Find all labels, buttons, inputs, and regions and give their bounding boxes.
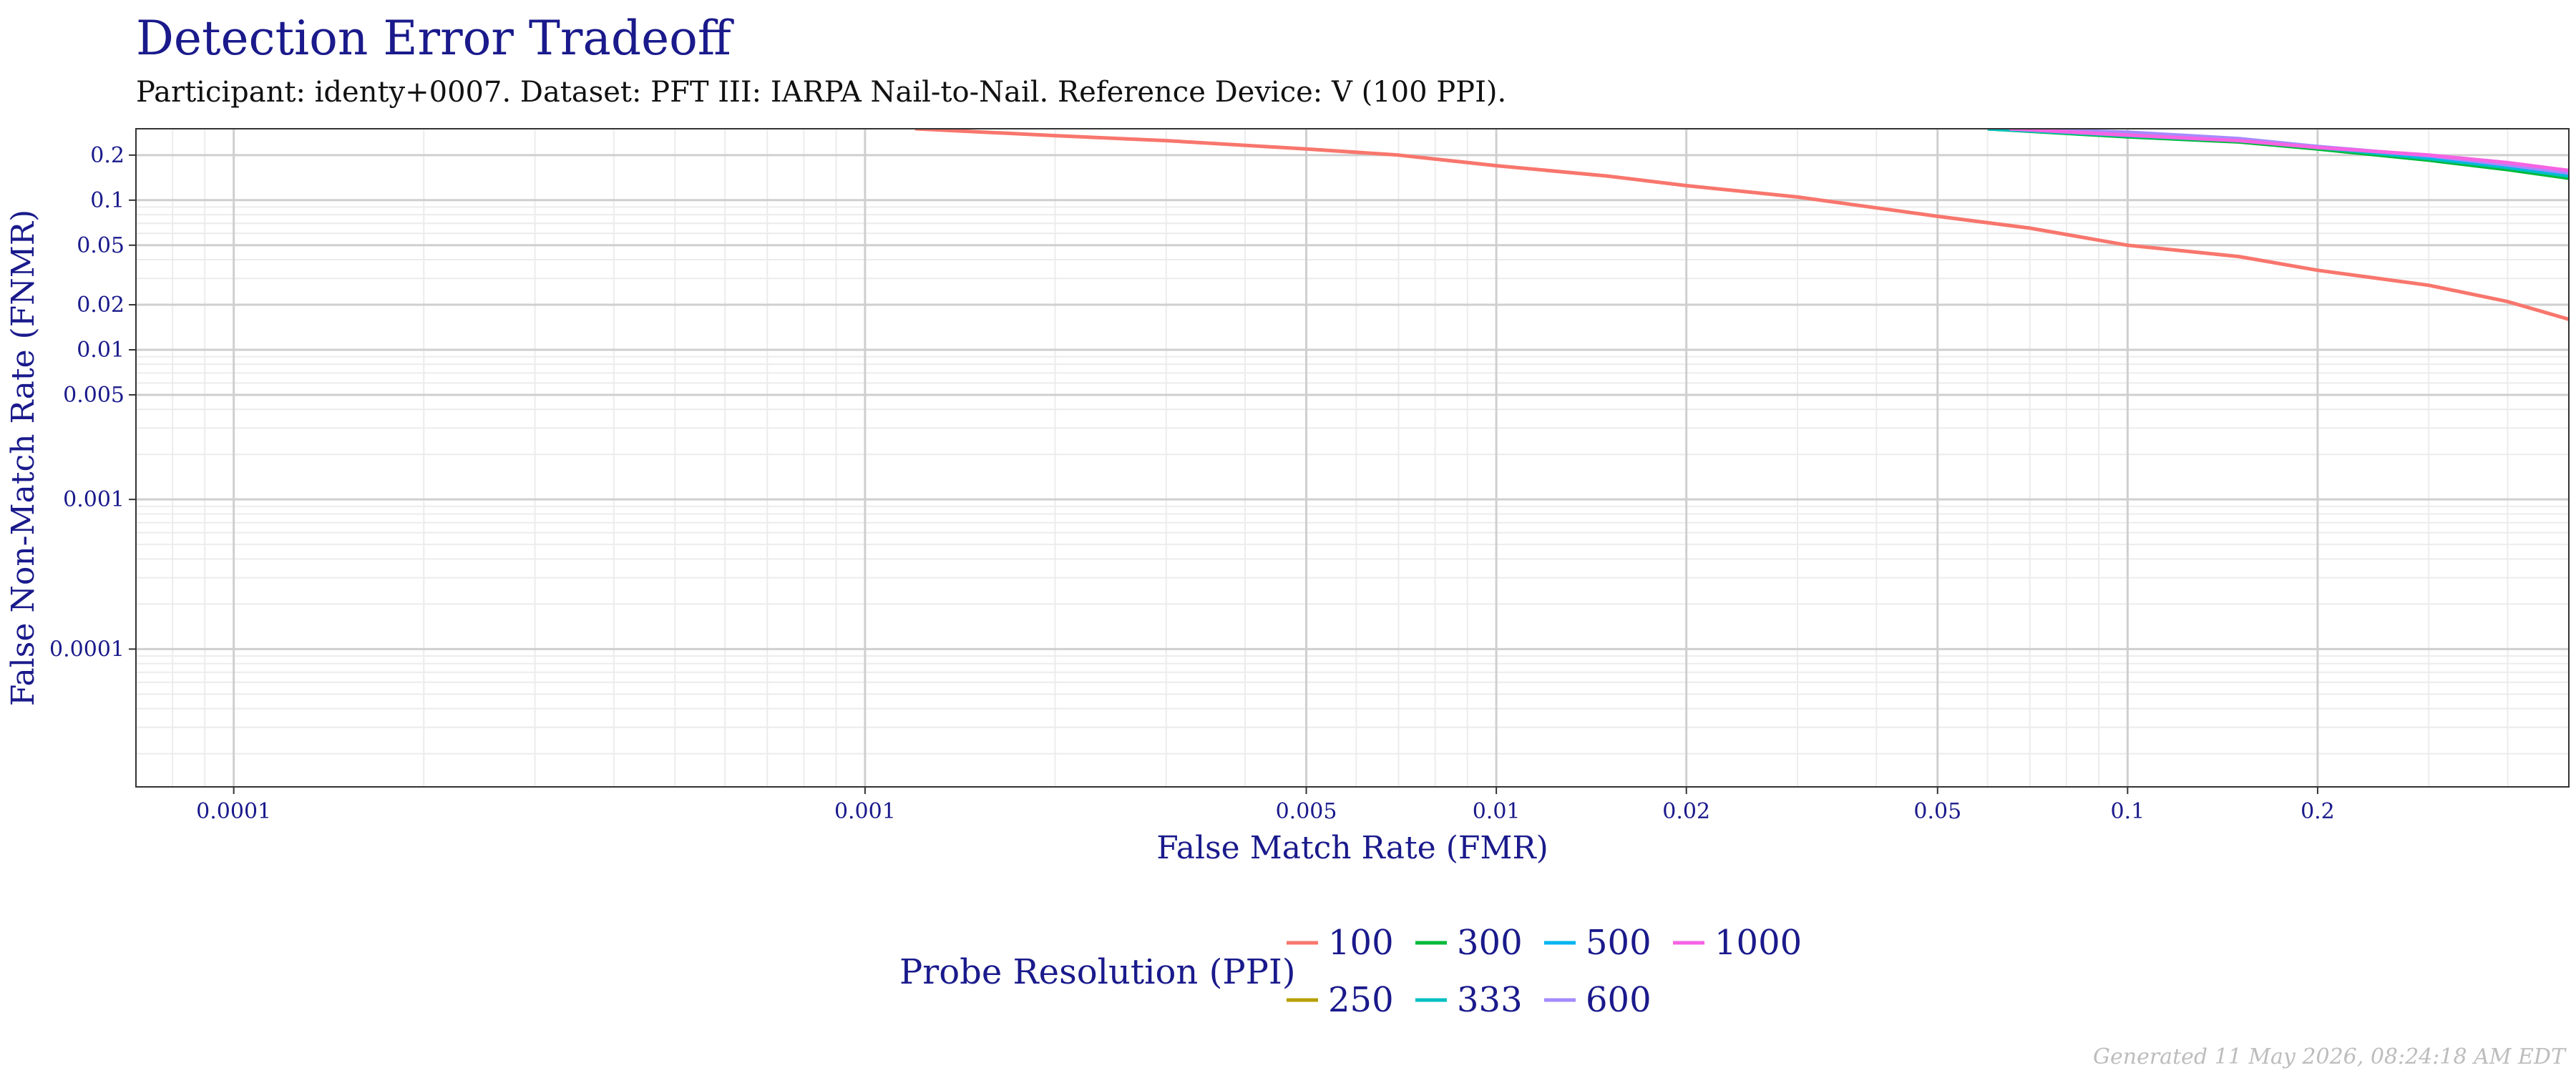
x-axis: 0.0001 0.001 0.005 0.01 0.02 0.05 0.1 0.2 [196, 787, 2335, 824]
x-tick-label: 0.005 [1276, 799, 1337, 824]
legend-title: Probe Resolution (PPI) [899, 952, 1296, 992]
x-tick-label: 0.01 [1473, 799, 1521, 824]
plot-panel [135, 128, 2570, 788]
x-tick-label: 0.001 [834, 799, 896, 824]
y-tick-label: 0.001 [63, 487, 125, 512]
minor-gridlines [135, 129, 2569, 787]
series-line-333 [1987, 129, 2569, 178]
series-line-100 [914, 129, 2569, 321]
y-tick-label: 0.02 [77, 293, 125, 318]
y-tick-label: 0.1 [90, 188, 125, 213]
x-tick-label: 0.1 [2110, 799, 2145, 824]
chart-title: Detection Error Tradeoff [136, 11, 734, 66]
x-tick-label: 0.02 [1662, 799, 1710, 824]
legend-label-250: 250 [1328, 980, 1394, 1020]
generated-timestamp: Generated 11 May 2026, 08:24:18 AM EDT [2093, 1044, 2567, 1069]
y-tick-label: 0.05 [77, 233, 125, 258]
series-line-1000 [2009, 129, 2569, 172]
y-tick-label: 0.005 [63, 383, 125, 408]
y-axis: 0.2 0.1 0.05 0.02 0.01 0.005 0.001 0.0001 [49, 143, 136, 662]
y-tick-label: 0.01 [77, 338, 125, 363]
legend: 100 250 300 333 500 600 1000 [1287, 923, 1802, 1020]
legend-label-100: 100 [1328, 923, 1394, 963]
series-lines [914, 129, 2569, 321]
y-tick-label: 0.2 [90, 143, 125, 168]
legend-label-1000: 1000 [1714, 923, 1802, 963]
y-tick-label: 0.0001 [49, 637, 125, 662]
legend-label-333: 333 [1457, 980, 1523, 1020]
legend-label-300: 300 [1457, 923, 1523, 963]
chart-subtitle: Participant: identy+0007. Dataset: PFT I… [136, 76, 1506, 109]
x-axis-title: False Match Rate (FMR) [1156, 830, 1548, 866]
series-line-300 [1987, 129, 2569, 180]
x-tick-label: 0.05 [1913, 799, 1961, 824]
legend-label-600: 600 [1586, 980, 1652, 1020]
x-tick-label: 0.2 [2301, 799, 2335, 824]
major-gridlines [136, 129, 2569, 787]
x-tick-label: 0.0001 [196, 799, 271, 824]
legend-label-500: 500 [1586, 923, 1652, 963]
y-axis-title: False Non-Match Rate (FNMR) [5, 210, 42, 706]
series-line-250 [1987, 129, 2569, 178]
